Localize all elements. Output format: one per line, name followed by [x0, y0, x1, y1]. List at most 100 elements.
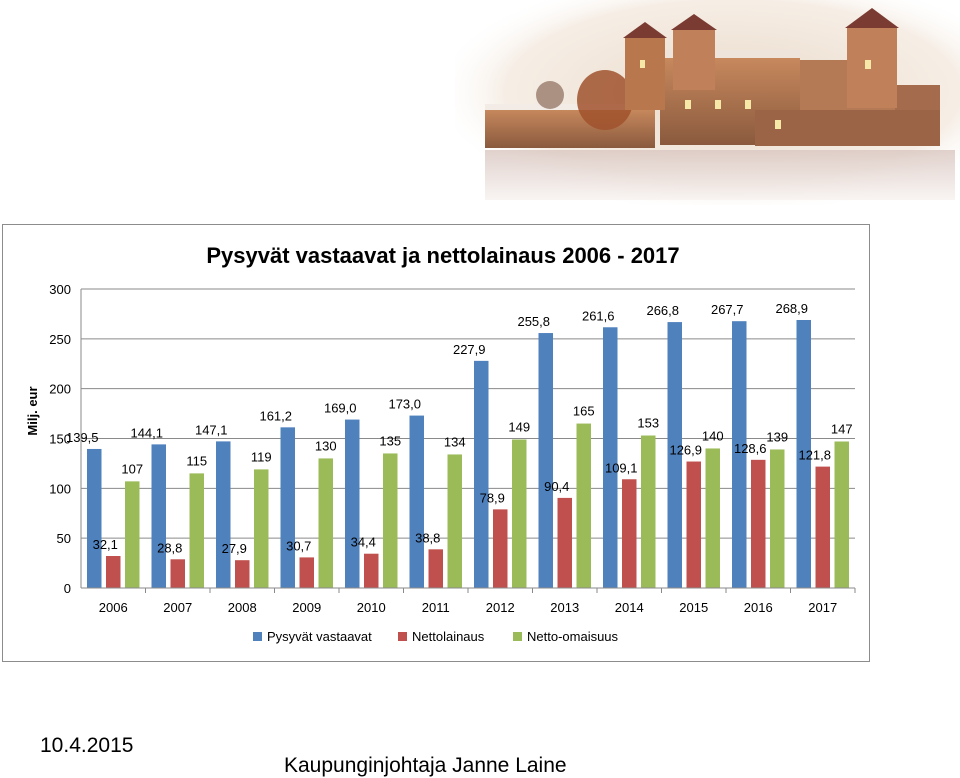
data-label: 119: [251, 449, 272, 464]
x-tick-label: 2008: [228, 600, 257, 615]
y-tick-label: 250: [49, 332, 71, 347]
y-tick-label: 0: [64, 581, 71, 596]
data-label: 27,9: [222, 541, 247, 556]
legend-swatch: [253, 632, 262, 641]
castle-image: [455, 0, 960, 205]
bar-pysyv-t-vastaavat: [151, 444, 166, 588]
data-label: 115: [186, 453, 207, 468]
data-label: 153: [637, 416, 659, 431]
bar-nettolainaus: [815, 466, 830, 588]
data-label: 149: [508, 419, 530, 434]
y-tick-label: 200: [49, 382, 71, 397]
data-label: 28,8: [157, 540, 182, 555]
x-tick-label: 2007: [163, 600, 192, 615]
legend-swatch: [513, 632, 522, 641]
y-tick-label: 300: [49, 282, 71, 297]
data-label: 261,6: [582, 308, 615, 323]
data-label: 173,0: [388, 397, 421, 412]
x-tick-label: 2015: [679, 600, 708, 615]
legend-label: Pysyvät vastaavat: [267, 629, 372, 644]
y-axis-label: Milj. eur: [25, 386, 40, 435]
data-label: 135: [379, 433, 401, 448]
data-label: 128,6: [734, 441, 767, 456]
y-tick-label: 100: [49, 481, 71, 496]
bar-nettolainaus: [106, 556, 121, 588]
data-label: 121,8: [798, 448, 831, 463]
bar-pysyv-t-vastaavat: [216, 441, 231, 588]
data-label: 144,1: [130, 425, 163, 440]
bar-pysyv-t-vastaavat: [796, 319, 811, 588]
bar-netto-omaisuus: [125, 481, 140, 588]
data-label: 30,7: [286, 538, 311, 553]
bar-netto-omaisuus: [705, 448, 720, 588]
bar-netto-omaisuus: [383, 453, 398, 588]
data-label: 90,4: [544, 479, 569, 494]
data-label: 139,5: [66, 430, 99, 445]
data-label: 109,1: [605, 460, 638, 475]
bar-nettolainaus: [493, 509, 508, 588]
data-label: 268,9: [775, 301, 808, 316]
data-label: 147: [831, 421, 853, 436]
legend-label: Netto-omaisuus: [527, 629, 619, 644]
data-label: 255,8: [517, 314, 550, 329]
data-label: 147,1: [195, 422, 228, 437]
bar-netto-omaisuus: [641, 435, 656, 588]
bar-pysyv-t-vastaavat: [474, 360, 489, 588]
data-label: 34,4: [351, 535, 376, 550]
data-label: 134: [444, 434, 466, 449]
chart-title: Pysyvät vastaavat ja nettolainaus 2006 -…: [206, 243, 679, 268]
chart-panel: Pysyvät vastaavat ja nettolainaus 2006 -…: [2, 224, 870, 662]
bar-netto-omaisuus: [189, 473, 204, 588]
data-label: 266,8: [646, 303, 679, 318]
data-label: 107: [121, 461, 143, 476]
y-tick-label: 50: [57, 531, 71, 546]
data-label: 169,0: [324, 401, 357, 416]
footer-date: 10.4.2015: [40, 734, 134, 757]
bar-netto-omaisuus: [447, 454, 462, 588]
bar-nettolainaus: [235, 560, 250, 588]
bar-chart: Pysyvät vastaavat ja nettolainaus 2006 -…: [25, 243, 856, 644]
data-label: 267,7: [711, 302, 744, 317]
data-label: 161,2: [259, 408, 292, 423]
data-label: 38,8: [415, 530, 440, 545]
bar-netto-omaisuus: [770, 449, 785, 588]
data-label: 227,9: [453, 342, 486, 357]
bar-pysyv-t-vastaavat: [280, 427, 295, 588]
data-label: 140: [702, 428, 724, 443]
x-tick-label: 2010: [357, 600, 386, 615]
y-tick-label: 150: [49, 432, 71, 447]
bar-nettolainaus: [751, 459, 766, 588]
x-tick-label: 2013: [550, 600, 579, 615]
data-label: 32,1: [93, 537, 118, 552]
x-tick-label: 2006: [99, 600, 128, 615]
bar-netto-omaisuus: [512, 439, 527, 588]
bar-nettolainaus: [428, 549, 443, 588]
bar-pysyv-t-vastaavat: [603, 327, 618, 588]
bar-pysyv-t-vastaavat: [667, 322, 682, 588]
bar-nettolainaus: [622, 479, 637, 588]
data-label: 139: [766, 429, 788, 444]
data-label: 126,9: [669, 443, 702, 458]
bar-nettolainaus: [170, 559, 185, 588]
bar-pysyv-t-vastaavat: [87, 448, 102, 588]
x-tick-label: 2012: [486, 600, 515, 615]
bar-netto-omaisuus: [834, 441, 849, 588]
bar-netto-omaisuus: [254, 469, 269, 588]
x-tick-label: 2017: [808, 600, 837, 615]
footer-author: Kaupunginjohtaja Janne Laine: [284, 754, 567, 777]
data-label: 130: [315, 438, 337, 453]
bar-nettolainaus: [299, 557, 314, 588]
x-tick-label: 2016: [744, 600, 773, 615]
x-tick-label: 2011: [422, 600, 450, 615]
x-tick-label: 2014: [615, 600, 644, 615]
legend-label: Nettolainaus: [412, 629, 485, 644]
x-tick-label: 2009: [292, 600, 321, 615]
bar-nettolainaus: [686, 461, 701, 588]
legend-swatch: [398, 632, 407, 641]
bar-netto-omaisuus: [318, 458, 333, 588]
bar-nettolainaus: [364, 553, 379, 588]
bar-netto-omaisuus: [576, 423, 591, 588]
data-label: 165: [573, 404, 595, 419]
data-label: 78,9: [480, 490, 505, 505]
bar-pysyv-t-vastaavat: [409, 415, 424, 588]
